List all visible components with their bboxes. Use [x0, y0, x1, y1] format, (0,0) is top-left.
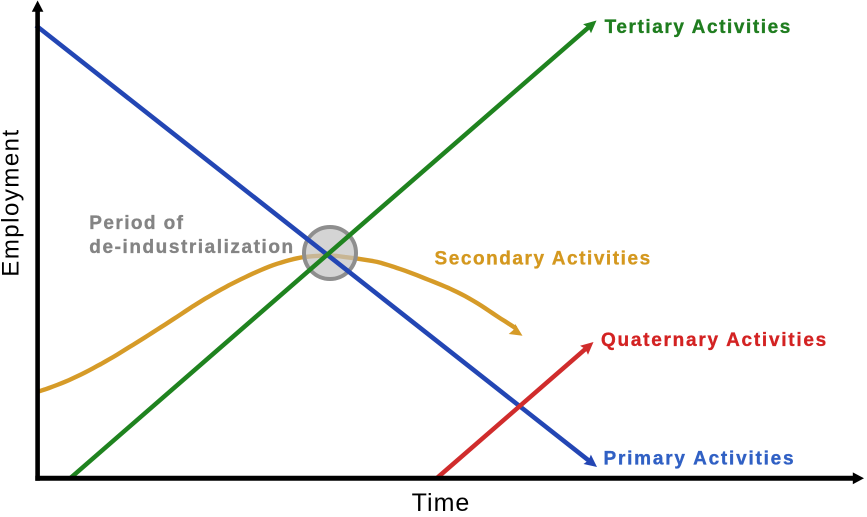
svg-text:Quaternary Activities: Quaternary Activities: [601, 330, 828, 351]
svg-text:Tertiary Activities: Tertiary Activities: [605, 17, 792, 38]
svg-text:Primary Activities: Primary Activities: [604, 449, 796, 470]
svg-text:de-industrialization: de-industrialization: [89, 237, 294, 258]
svg-text:Period of: Period of: [89, 213, 184, 234]
svg-text:Time: Time: [412, 489, 471, 512]
svg-text:Employment: Employment: [0, 128, 25, 276]
svg-text:Secondary Activities: Secondary Activities: [435, 249, 652, 270]
